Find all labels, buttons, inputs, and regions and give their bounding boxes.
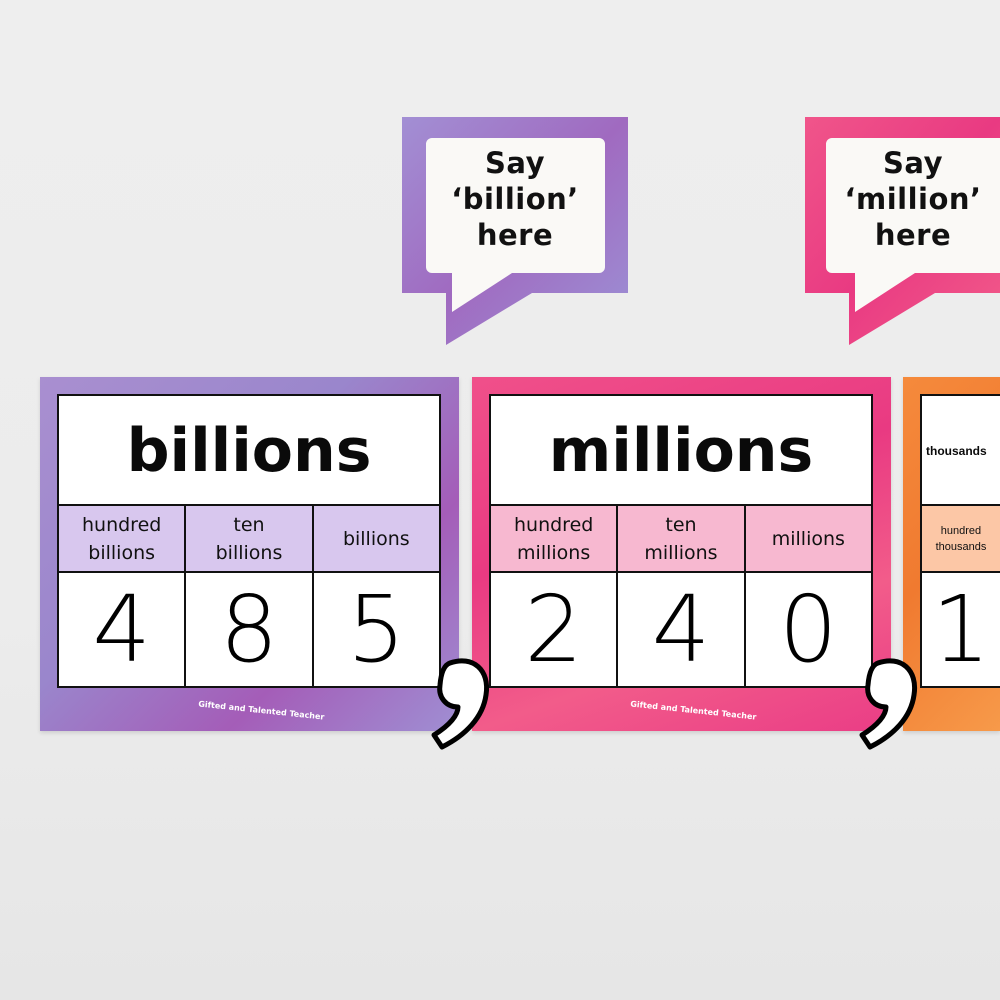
comma-separator	[859, 658, 918, 750]
bubble-line: Say	[485, 146, 545, 180]
place-label: millions	[771, 527, 845, 550]
place-value-table: millions hundred millions ten millions m…	[489, 394, 873, 688]
bubble-line: here	[874, 218, 952, 252]
digit-cell: 1	[931, 576, 991, 683]
speech-bubble-billion: Say ‘billion’ here	[402, 117, 628, 345]
brand-logo: Gifted and Talented Teacher	[629, 699, 757, 722]
place-value-table: billions hundred billions ten billions b…	[57, 394, 441, 688]
digit-cell: 2	[491, 573, 619, 686]
place-label: ten millions	[618, 506, 746, 571]
poster-billions: billions hundred billions ten billions b…	[40, 377, 459, 731]
place-label: hundred billions	[59, 506, 187, 571]
bubble-line: ‘billion’	[451, 182, 579, 216]
speech-bubble-shape	[402, 117, 628, 345]
digit-cell: 0	[779, 576, 838, 683]
digit-cell: 8	[186, 573, 314, 686]
place-value-table: thousands hundred thousands 1	[920, 394, 1000, 688]
digit-cell: 4	[618, 573, 746, 686]
period-title: millions	[491, 396, 871, 506]
digit-cell: 4	[59, 573, 187, 686]
bubble-line: ‘million’	[844, 182, 982, 216]
brand-logo: Gifted and Talented Teacher	[197, 699, 325, 722]
poster-thousands: thousands hundred thousands 1	[903, 377, 1000, 731]
bubble-line: Say	[883, 146, 943, 180]
place-label: hundred thousands	[935, 524, 987, 553]
place-label: hundred millions	[491, 506, 619, 571]
poster-millions: millions hundred millions ten millions m…	[472, 377, 891, 731]
speech-bubble-shape	[805, 117, 1000, 345]
period-title: billions	[59, 396, 439, 506]
period-title: thousands	[922, 396, 1000, 506]
digit-cell: 5	[347, 576, 406, 683]
place-label: billions	[342, 527, 410, 550]
bubble-line: here	[476, 218, 554, 252]
place-label: ten billions	[186, 506, 314, 571]
speech-bubble-million: Say ‘million’ here	[805, 117, 1000, 345]
comma-separator	[431, 658, 490, 750]
